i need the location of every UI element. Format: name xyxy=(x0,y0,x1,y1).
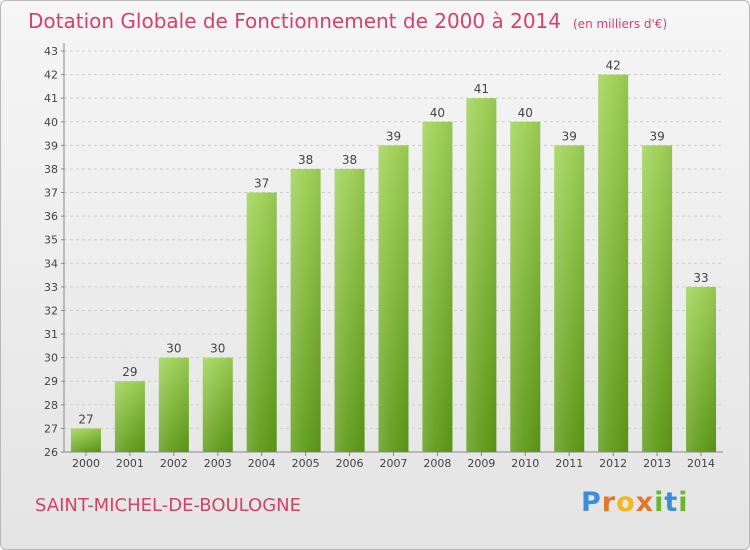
logo-letter: x xyxy=(635,487,655,518)
bar-shine xyxy=(422,121,453,452)
bar-shine xyxy=(158,357,189,452)
bar-value-label: 29 xyxy=(122,365,137,379)
bar-value-label: 27 xyxy=(78,412,93,426)
logo-letter: r xyxy=(601,487,617,518)
logo-letter: P xyxy=(581,487,602,518)
labels: 26 27 28 29 30 31 32 33 34 35 36 37 38 39 40 41 42 43 27 20… xyxy=(44,45,715,470)
logo-letter: o xyxy=(616,487,636,518)
chart-subtitle: (en milliers d'€) xyxy=(573,17,668,31)
x-tick-label: 2006 xyxy=(336,457,364,470)
x-tick-label: 2010 xyxy=(511,457,539,470)
bar-value-label: 30 xyxy=(166,342,181,356)
bar-shine xyxy=(466,98,497,453)
x-tick-label: 2003 xyxy=(204,457,232,470)
y-tick-label: 30 xyxy=(44,352,58,365)
bar-value-label: 40 xyxy=(518,106,533,120)
y-tick-label: 36 xyxy=(44,210,58,223)
x-tick-label: 2001 xyxy=(116,457,144,470)
x-tick-label: 2014 xyxy=(687,457,715,470)
bar-shine xyxy=(290,168,321,453)
bar-shine xyxy=(642,145,673,452)
x-tick-label: 2007 xyxy=(380,457,408,470)
x-tick-label: 2004 xyxy=(248,457,276,470)
y-tick-label: 40 xyxy=(44,116,58,129)
bar-shine xyxy=(114,381,145,452)
y-tick-label: 33 xyxy=(44,281,58,294)
commune-name: SAINT-MICHEL-DE-BOULOGNE xyxy=(35,495,302,516)
bar-value-label: 39 xyxy=(386,129,401,143)
y-tick-label: 29 xyxy=(44,375,58,388)
logo-letter: i xyxy=(654,487,665,518)
bars xyxy=(70,74,717,453)
bar-value-label: 38 xyxy=(298,153,313,167)
proxiti-logo: Proxiti xyxy=(581,487,689,518)
y-tick-label: 37 xyxy=(44,187,58,200)
logo-letter: i xyxy=(678,487,689,518)
chart-title: Dotation Globale de Fonctionnement de 20… xyxy=(28,9,667,33)
x-tick-label: 2002 xyxy=(160,457,188,470)
y-tick-label: 32 xyxy=(44,304,58,317)
bar-shine xyxy=(378,145,409,452)
bar-shine xyxy=(70,428,101,452)
bar-shine xyxy=(686,286,717,452)
bar-value-label: 39 xyxy=(649,129,664,143)
logo-letter: t xyxy=(664,487,679,518)
x-tick-label: 2000 xyxy=(72,457,100,470)
y-tick-label: 35 xyxy=(44,234,58,247)
x-tick-label: 2005 xyxy=(292,457,320,470)
y-tick-label: 31 xyxy=(44,328,58,341)
bar-value-label: 40 xyxy=(430,106,445,120)
bar-value-label: 37 xyxy=(254,177,269,191)
y-tick-label: 27 xyxy=(44,422,58,435)
bar-value-label: 42 xyxy=(606,59,621,73)
bar-value-label: 30 xyxy=(210,342,225,356)
bar-value-label: 39 xyxy=(562,129,577,143)
bar-value-label: 38 xyxy=(342,153,357,167)
chart-title-text: Dotation Globale de Fonctionnement de 20… xyxy=(28,9,561,33)
x-tick-label: 2011 xyxy=(555,457,583,470)
y-tick-label: 34 xyxy=(44,257,58,270)
bar-shine xyxy=(554,145,585,452)
x-tick-label: 2013 xyxy=(643,457,671,470)
bar-shine xyxy=(598,74,629,453)
x-tick-label: 2009 xyxy=(467,457,495,470)
bar-value-label: 41 xyxy=(474,82,489,96)
y-tick-label: 28 xyxy=(44,399,58,412)
bar-shine xyxy=(202,357,233,452)
x-tick-label: 2008 xyxy=(423,457,451,470)
x-tick-label: 2012 xyxy=(599,457,627,470)
y-tick-label: 26 xyxy=(44,446,58,459)
bar-shine xyxy=(334,168,365,453)
bar-shine xyxy=(246,192,277,452)
y-tick-label: 38 xyxy=(44,163,58,176)
bar-value-label: 33 xyxy=(693,271,708,285)
y-tick-label: 43 xyxy=(44,45,58,58)
y-tick-label: 42 xyxy=(44,69,58,82)
y-tick-label: 41 xyxy=(44,92,58,105)
y-tick-label: 39 xyxy=(44,139,58,152)
bar-shine xyxy=(510,121,541,452)
